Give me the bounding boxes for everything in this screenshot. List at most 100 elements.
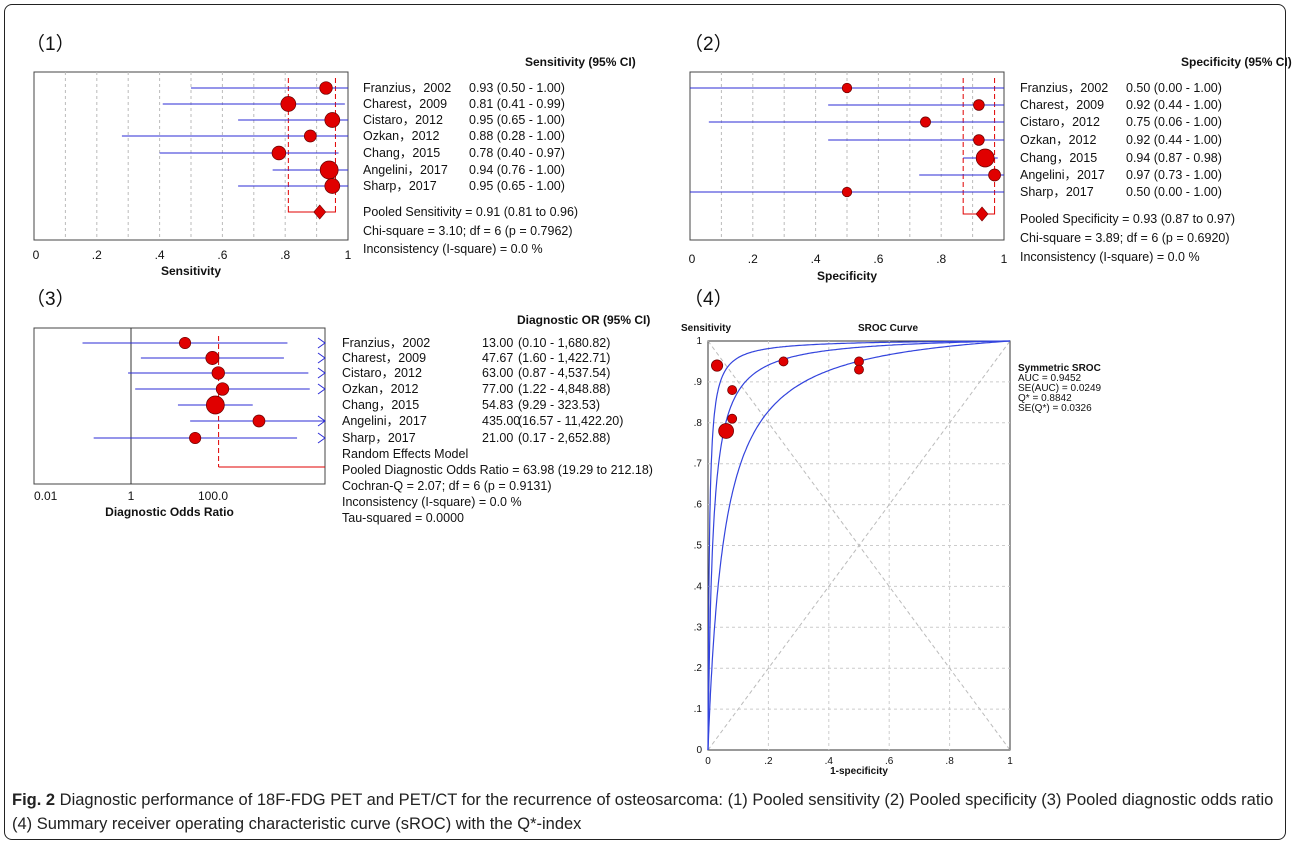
panel1-study-name: Sharp，2017 <box>363 179 437 193</box>
panel1-study-name: Cistaro，2012 <box>363 113 443 127</box>
panel3-study-name: Cistaro，2012 <box>342 366 422 380</box>
panel2-stat-line: Pooled Specificity = 0.93 (0.87 to 0.97) <box>1020 212 1235 226</box>
panel2-study-name: Franzius，2002 <box>1020 81 1108 95</box>
panel2-study-marker <box>973 99 985 111</box>
sroc-x-axis-label: 1-specificity <box>830 766 888 777</box>
panel3-study-name: Franzius，2002 <box>342 336 430 350</box>
sroc-title: SROC Curve <box>858 323 918 334</box>
panel3-study-marker <box>252 414 266 428</box>
sroc-y-tick: .1 <box>694 704 703 715</box>
panel1-stat-line: Pooled Sensitivity = 0.91 (0.81 to 0.96) <box>363 205 578 219</box>
panel1-study-ci: 0.88 (0.28 - 1.00) <box>469 129 565 143</box>
panel3-study-marker <box>189 431 202 445</box>
sroc-curve-lower <box>707 340 1011 750</box>
panel3-study-marker <box>205 351 220 365</box>
sroc-y-axis-label: Sensitivity <box>681 323 731 334</box>
sroc-y-tick: .5 <box>694 541 703 552</box>
sroc-y-tick: 1 <box>696 336 702 347</box>
panel3-stat-line: Tau-squared = 0.0000 <box>342 511 464 525</box>
sroc-study-point <box>711 359 724 372</box>
panel1-study-ci: 0.81 (0.41 - 0.99) <box>469 97 565 111</box>
sroc-y-tick: .6 <box>694 500 703 511</box>
panel1-study-marker <box>303 129 317 143</box>
panel1-stat-line: Chi-square = 3.10; df = 6 (p = 0.7962) <box>363 224 573 238</box>
panel3-ci-arrow <box>317 383 326 395</box>
panel2-study-marker <box>975 148 995 168</box>
sroc-x-tick: .8 <box>945 756 954 767</box>
panel3-study-marker <box>215 382 230 396</box>
panel3-ci-arrow <box>317 352 326 364</box>
panel1-x-axis-label: Sensitivity <box>161 264 221 278</box>
panel3-study-ci: (9.29 - 323.53) <box>518 398 600 412</box>
panel3-ci-arrow <box>317 337 326 349</box>
panel3-study-or: 13.00 <box>482 336 513 350</box>
panel1-tick-label: .2 <box>92 248 102 262</box>
panel3-study-marker <box>205 395 225 415</box>
panel1-study-marker <box>324 112 341 128</box>
panel1-study-marker <box>324 178 341 194</box>
panel2-study-marker <box>988 168 1001 182</box>
panel2-study-name: Angelini，2017 <box>1020 168 1105 182</box>
panel2-study-name: Sharp，2017 <box>1020 185 1094 199</box>
sroc-stat-line: Symmetric SROC <box>1018 363 1101 374</box>
panel3-study-name: Charest，2009 <box>342 351 426 365</box>
panel3-tick-label: 100.0 <box>198 489 228 503</box>
sroc-anti-diagonal <box>707 340 1011 751</box>
sroc-stat-line: SE(AUC) = 0.0249 <box>1018 383 1102 394</box>
sroc-x-tick: .2 <box>764 756 773 767</box>
panel2-study-ci: 0.94 (0.87 - 0.98) <box>1126 151 1222 165</box>
panel1-study-name: Angelini，2017 <box>363 163 448 177</box>
panel1-tick-label: 0 <box>33 248 40 262</box>
panel3-study-or: 435.00 <box>482 414 520 428</box>
panel2-study-name: Chang，2015 <box>1020 151 1097 165</box>
sroc-x-tick: .4 <box>825 756 834 767</box>
panel3-study-or: 47.67 <box>482 351 513 365</box>
panel1-study-marker <box>319 160 339 180</box>
panel1-pooled-bracket <box>287 206 336 213</box>
panel2-tick-label: .2 <box>748 252 758 266</box>
panel1-study-marker <box>271 145 287 161</box>
panel2-study-ci: 0.92 (0.44 - 1.00) <box>1126 133 1222 147</box>
sroc-study-point <box>854 364 864 375</box>
panel1-study-marker <box>280 96 297 112</box>
panel3-study-ci: (0.17 - 2,652.88) <box>518 431 610 445</box>
panel1-tick-label: .4 <box>155 248 165 262</box>
panel3-ci-arrow <box>317 415 326 427</box>
panel3-ci-arrow <box>317 367 326 379</box>
panel1-study-ci: 0.95 (0.65 - 1.00) <box>469 113 565 127</box>
panel2-study-marker <box>841 82 853 94</box>
panel3-study-name: Angelini，2017 <box>342 414 427 428</box>
panel1-ci-header: Sensitivity (95% CI) <box>525 55 636 69</box>
panel3-study-name: Sharp，2017 <box>342 431 416 445</box>
panel2-study-name: Ozkan，2012 <box>1020 133 1096 147</box>
panel2-stat-line: Chi-square = 3.89; df = 6 (p = 0.6920) <box>1020 231 1230 245</box>
panel2-ci-header: Specificity (95% CI) <box>1181 55 1292 69</box>
sroc-stat-line: AUC = 0.9452 <box>1018 373 1082 384</box>
panel2-study-name: Charest，2009 <box>1020 98 1104 112</box>
figure-svg: （1） Sensitivity (95% CI) 0 .2 .4 .6 .8 1 Sensiti… <box>26 33 1292 777</box>
sroc-study-point <box>854 356 864 367</box>
panel1-study-name: Ozkan，2012 <box>363 129 439 143</box>
panel2-study-ci: 0.50 (0.00 - 1.00) <box>1126 81 1222 95</box>
panel3-stat-line: Random Effects Model <box>342 447 468 461</box>
panel2-tick-label: 1 <box>1001 252 1008 266</box>
panel3-study-ci: (16.57 - 11,422.20) <box>518 414 623 428</box>
panel2-tick-label: .6 <box>873 252 883 266</box>
panel3-study-name: Ozkan，2012 <box>342 382 418 396</box>
panel4-label: （4） <box>684 288 733 310</box>
panel2-study-ci: 0.92 (0.44 - 1.00) <box>1126 98 1222 112</box>
panel1-stat-line: Inconsistency (I-square) = 0.0 % <box>363 242 543 256</box>
caption-label: Fig. 2 <box>12 791 56 809</box>
panel2-study-ci: 0.50 (0.00 - 1.00) <box>1126 185 1222 199</box>
panel3-tick-label: 1 <box>128 489 135 503</box>
panel3-study-ci: (0.10 - 1,680.82) <box>518 336 610 350</box>
panel2-pooled-diamond <box>975 206 989 222</box>
panel2-x-axis-label: Specificity <box>817 269 877 283</box>
sroc-y-tick: .3 <box>694 622 703 633</box>
panel1-study-ci: 0.78 (0.40 - 0.97) <box>469 146 565 160</box>
panel2-study-name: Cistaro，2012 <box>1020 115 1100 129</box>
panel2-stat-line: Inconsistency (I-square) = 0.0 % <box>1020 250 1200 264</box>
panel2-tick-label: 0 <box>689 252 696 266</box>
sroc-y-tick: 0 <box>696 745 702 756</box>
panel3-study-or: 21.00 <box>482 431 513 445</box>
